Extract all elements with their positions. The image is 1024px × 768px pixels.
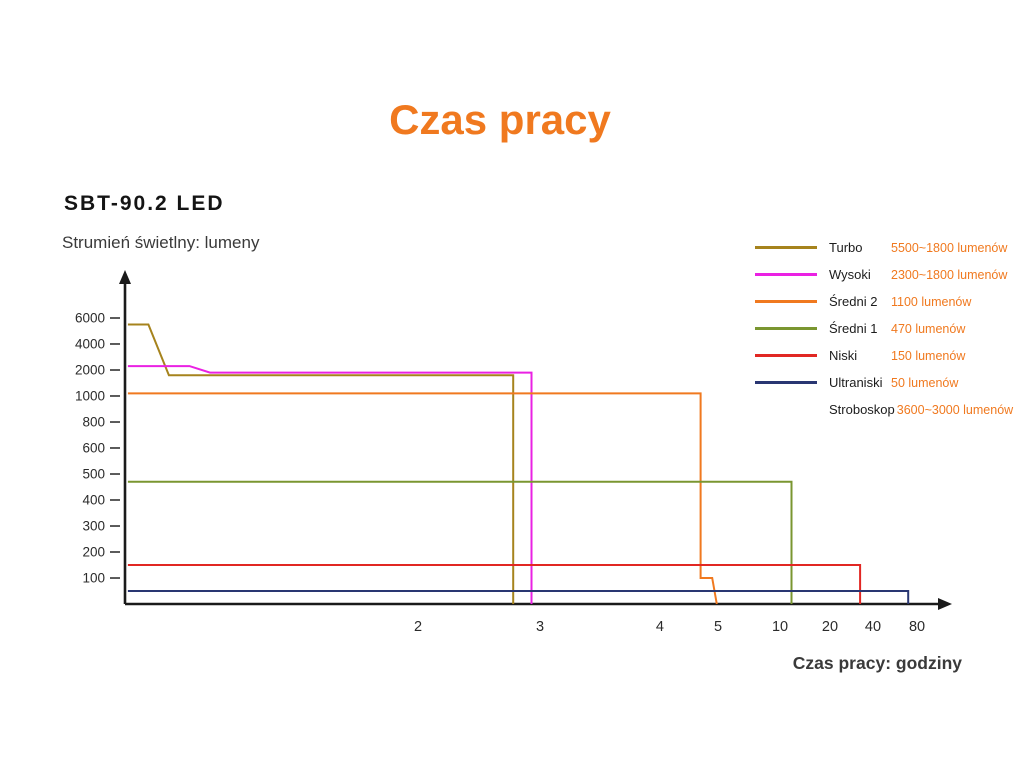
x-tick-label: 5 — [714, 619, 722, 635]
y-tick-label: 6000 — [75, 311, 105, 326]
legend-label: Wysoki — [829, 267, 871, 282]
legend-value: 1100 lumenów — [891, 294, 972, 309]
x-tick-label: 40 — [865, 619, 881, 635]
legend-row-ultraniski: Ultraniski 50 lumenów — [755, 369, 1013, 396]
legend-row-niski: Niski 150 lumenów — [755, 342, 1013, 369]
x-tick-label: 4 — [656, 619, 664, 635]
legend-value: 150 lumenów — [891, 348, 966, 363]
y-axis-arrow — [119, 270, 131, 284]
x-axis-title: Czas pracy: godziny — [792, 653, 962, 673]
legend-value: 50 lumenów — [891, 375, 959, 390]
y-tick-label: 2000 — [75, 363, 105, 378]
y-tick-label: 400 — [82, 492, 105, 507]
y-tick-label: 1000 — [75, 388, 105, 403]
legend-swatch-ultraniski — [755, 381, 817, 384]
series-niski — [127, 564, 862, 604]
legend-row-redni-2: Średni 2 1100 lumenów — [755, 288, 1013, 315]
series-redni-2 — [127, 392, 718, 605]
x-tick-label: 3 — [536, 619, 544, 635]
y-axis-title: Strumień świetlny: lumeny — [62, 233, 260, 252]
legend-swatch-redni-1 — [755, 327, 817, 330]
legend-row-wysoki: Wysoki 2300~1800 lumenów — [755, 261, 1013, 288]
x-tick-label: 2 — [414, 619, 422, 635]
y-tick-label: 600 — [82, 440, 105, 455]
y-tick-label: 200 — [82, 544, 105, 559]
legend-label: Niski — [829, 348, 858, 363]
y-tick-label: 800 — [82, 415, 105, 430]
legend-swatch-niski — [755, 354, 817, 357]
legend-row-turbo: Turbo 5500~1800 lumenów — [755, 234, 1013, 261]
y-tick-label: 300 — [82, 519, 105, 534]
legend-swatch-turbo — [755, 246, 817, 249]
legend-swatch-wysoki — [755, 273, 817, 276]
y-tick-label: 100 — [82, 571, 105, 586]
series-wysoki — [127, 365, 533, 604]
legend-value: 470 lumenów — [891, 321, 966, 336]
y-tick-label: 4000 — [75, 336, 105, 351]
series-ultraniski — [127, 590, 910, 604]
legend-value: 3600~3000 lumenów — [896, 402, 1014, 417]
x-tick-label: 80 — [909, 619, 925, 635]
legend-label: Średni 1 — [829, 321, 878, 336]
legend-label: Stroboskop — [829, 402, 895, 417]
legend-row-redni-1: Średni 1 470 lumenów — [755, 315, 1013, 342]
page-title: Czas pracy — [389, 96, 611, 143]
legend-value: 5500~1800 lumenów — [891, 240, 1008, 255]
series-turbo — [127, 323, 515, 604]
legend-swatch-redni-2 — [755, 300, 817, 303]
series-redni-1 — [127, 480, 793, 604]
y-tick-label: 500 — [82, 467, 105, 482]
legend-label: Średni 2 — [829, 294, 878, 309]
x-tick-label: 20 — [822, 619, 838, 635]
x-axis-arrow — [938, 598, 952, 610]
x-tick-label: 10 — [772, 619, 788, 635]
legend-row-stroboskop: Stroboskop 3600~3000 lumenów — [755, 396, 1013, 423]
legend-label: Turbo — [829, 240, 863, 255]
led-model-label: SBT-90.2 LED — [64, 192, 225, 215]
legend-value: 2300~1800 lumenów — [891, 267, 1008, 282]
legend: Turbo 5500~1800 lumenów Wysoki 2300~1800 lu… — [755, 234, 1013, 423]
legend-label: Ultraniski — [829, 375, 883, 390]
